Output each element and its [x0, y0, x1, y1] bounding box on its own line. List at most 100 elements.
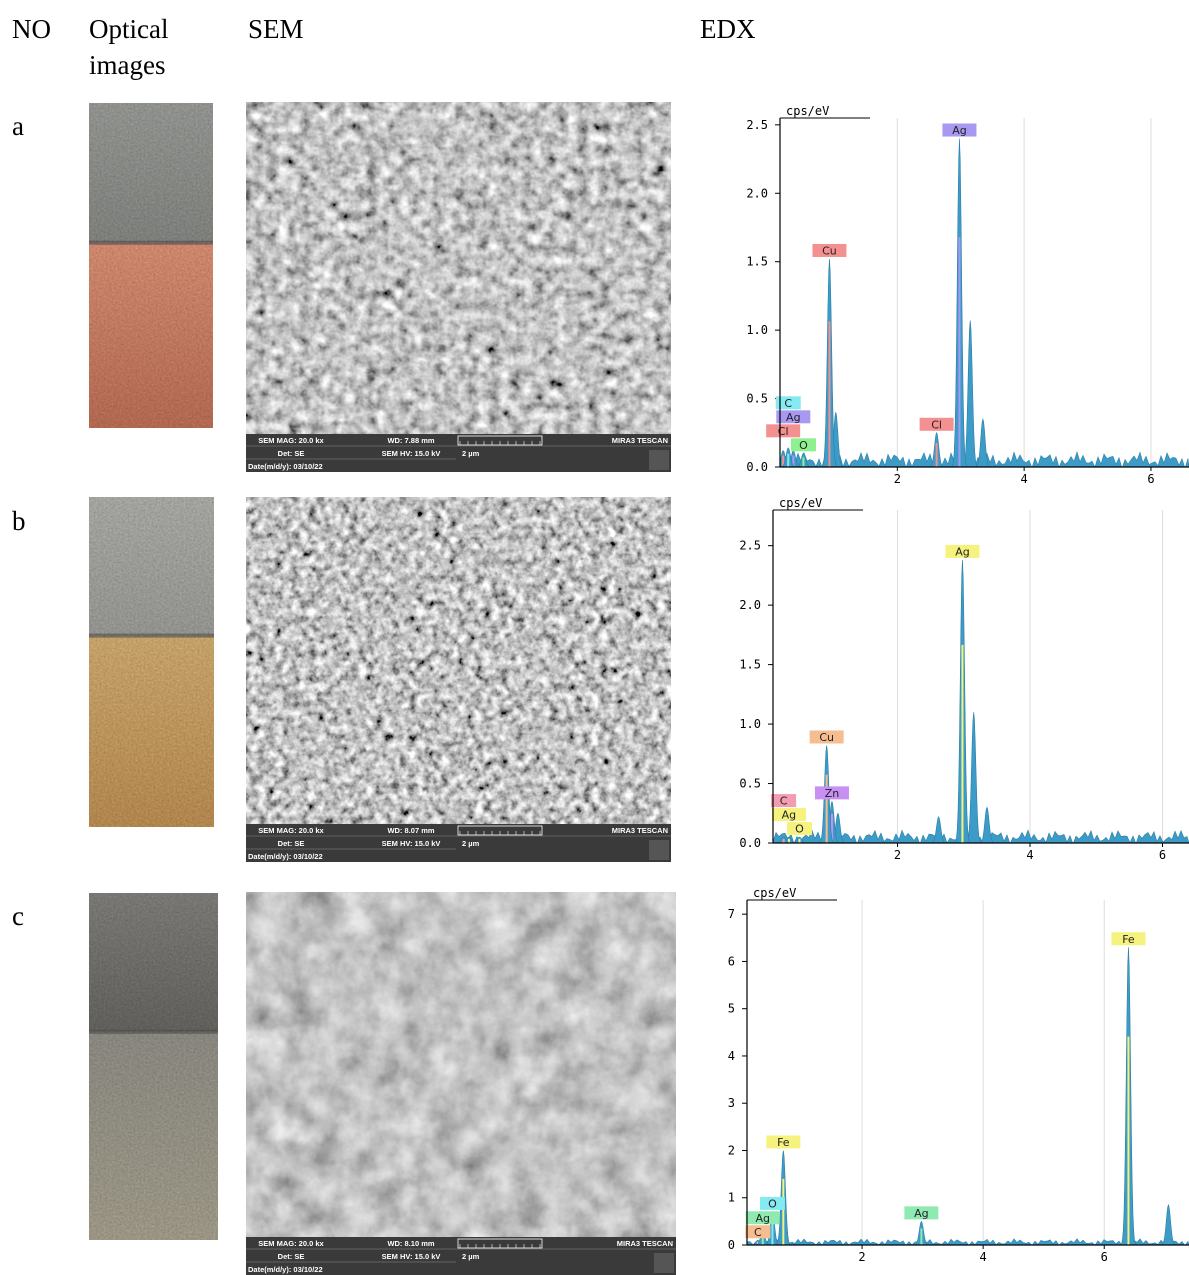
y-tick-label: 1.5	[746, 255, 768, 269]
element-label: Ag	[952, 124, 967, 137]
sem-info: WD: 8.10 mm	[387, 1239, 434, 1248]
y-unit: cps/eV	[779, 496, 822, 510]
element-label-box	[766, 424, 801, 438]
element-label-box	[904, 1206, 939, 1220]
y-tick-label: 3	[728, 1096, 735, 1110]
element-label: Ag	[755, 1212, 770, 1225]
sem-info: 2 µm	[462, 1252, 480, 1261]
x-tick-label: 4	[1026, 848, 1033, 862]
y-tick-label: 1.0	[739, 717, 761, 731]
element-label-box	[812, 243, 847, 257]
element-label: Cu	[822, 244, 837, 257]
element-label-box	[809, 730, 844, 744]
element-label-box	[766, 1135, 801, 1149]
sem-info-bar	[246, 434, 671, 472]
element-label: Ag	[955, 545, 970, 558]
header-optical: Optical	[89, 14, 168, 44]
y-unit: cps/eV	[786, 104, 829, 118]
sem-image	[246, 102, 671, 472]
peak	[1159, 1203, 1178, 1245]
header-no: NO	[12, 14, 51, 44]
x-tick-label: 2	[858, 1250, 865, 1264]
element-label-box	[790, 438, 816, 452]
y-tick-label: 2.5	[739, 539, 761, 553]
header-edx: EDX	[700, 14, 756, 44]
y-tick-label: 2.0	[739, 598, 761, 612]
y-tick-label: 0.0	[746, 460, 768, 474]
x-tick-label: 6	[1159, 848, 1166, 862]
element-label: C	[784, 397, 792, 410]
row-label: a	[12, 111, 24, 141]
y-tick-label: 5	[728, 1002, 735, 1016]
background	[747, 1238, 1189, 1245]
element-label-box	[775, 396, 801, 410]
element-label: Cl	[778, 425, 789, 438]
element-label: Fe	[777, 1136, 790, 1149]
sem-info: Det: SE	[278, 839, 305, 848]
y-tick-label: 0.0	[739, 836, 761, 850]
optical-image	[89, 893, 218, 1240]
element-label: Zn	[825, 787, 840, 800]
y-tick-label: 2	[728, 1143, 735, 1157]
optical-image	[89, 497, 214, 827]
photo-grain	[89, 497, 214, 827]
sem-info: SEM HV: 15.0 kV	[382, 449, 441, 458]
y-unit: cps/eV	[753, 886, 796, 900]
element-label: C	[780, 795, 788, 808]
photo-grain	[89, 103, 213, 428]
sem-logo	[654, 1253, 674, 1273]
sem-info: SEM HV: 15.0 kV	[382, 1252, 441, 1261]
photo-grain	[89, 893, 218, 1240]
element-label: Ag	[782, 809, 797, 822]
sem-info-bar	[246, 824, 671, 862]
element-label-box	[942, 123, 977, 137]
sem-logo	[649, 840, 669, 860]
sem-info: Date(m/d/y): 03/10/22	[248, 1265, 323, 1274]
element-label-box	[759, 1196, 785, 1210]
element-label: Ag	[914, 1207, 929, 1220]
sem-info: WD: 8.07 mm	[387, 826, 434, 835]
y-tick-label: 1	[728, 1191, 735, 1205]
spectrum	[773, 559, 1189, 843]
element-label-box	[771, 808, 806, 822]
element-label: Fe	[1122, 933, 1135, 946]
x-tick-label: 2	[894, 848, 901, 862]
sem-info: Date(m/d/y): 03/10/22	[248, 852, 323, 861]
optical-image	[89, 103, 213, 428]
y-tick-label: 1.5	[739, 658, 761, 672]
sem-image	[246, 892, 676, 1275]
element-label-box	[945, 544, 980, 558]
y-tick-label: 2.5	[746, 118, 768, 132]
element-label-box	[745, 1211, 780, 1225]
spectrum	[780, 138, 1189, 467]
sem-info: SEM MAG: 20.0 kx	[258, 436, 324, 445]
element-label-box	[814, 786, 849, 800]
sem-info-bar	[246, 1237, 676, 1275]
sem-info: 2 µm	[462, 449, 480, 458]
element-label-box	[786, 822, 812, 836]
element-label-box	[919, 417, 954, 431]
element-label-box	[745, 1225, 771, 1239]
sem-info: MIRA3 TESCAN	[612, 826, 668, 835]
row-label: c	[12, 901, 24, 931]
y-tick-label: 0	[728, 1238, 735, 1252]
sem-logo	[649, 450, 669, 470]
element-label: C	[754, 1226, 762, 1239]
element-label: O	[795, 823, 804, 836]
x-tick-label: 4	[980, 1250, 987, 1264]
header-sem: SEM	[248, 14, 304, 44]
element-label: O	[768, 1197, 777, 1210]
element-label-box	[1111, 932, 1146, 946]
x-tick-label: 2	[894, 472, 901, 486]
x-tick-label: 6	[1147, 472, 1154, 486]
sem-info: WD: 7.88 mm	[387, 436, 434, 445]
sem-info: 2 µm	[462, 839, 480, 848]
sem-info: SEM MAG: 20.0 kx	[258, 826, 324, 835]
y-tick-label: 0.5	[739, 777, 761, 791]
y-tick-label: 7	[728, 907, 735, 921]
row-label: b	[12, 506, 26, 536]
element-label: Cl	[931, 418, 942, 431]
element-label-box	[776, 410, 811, 424]
element-label: Cu	[819, 731, 834, 744]
